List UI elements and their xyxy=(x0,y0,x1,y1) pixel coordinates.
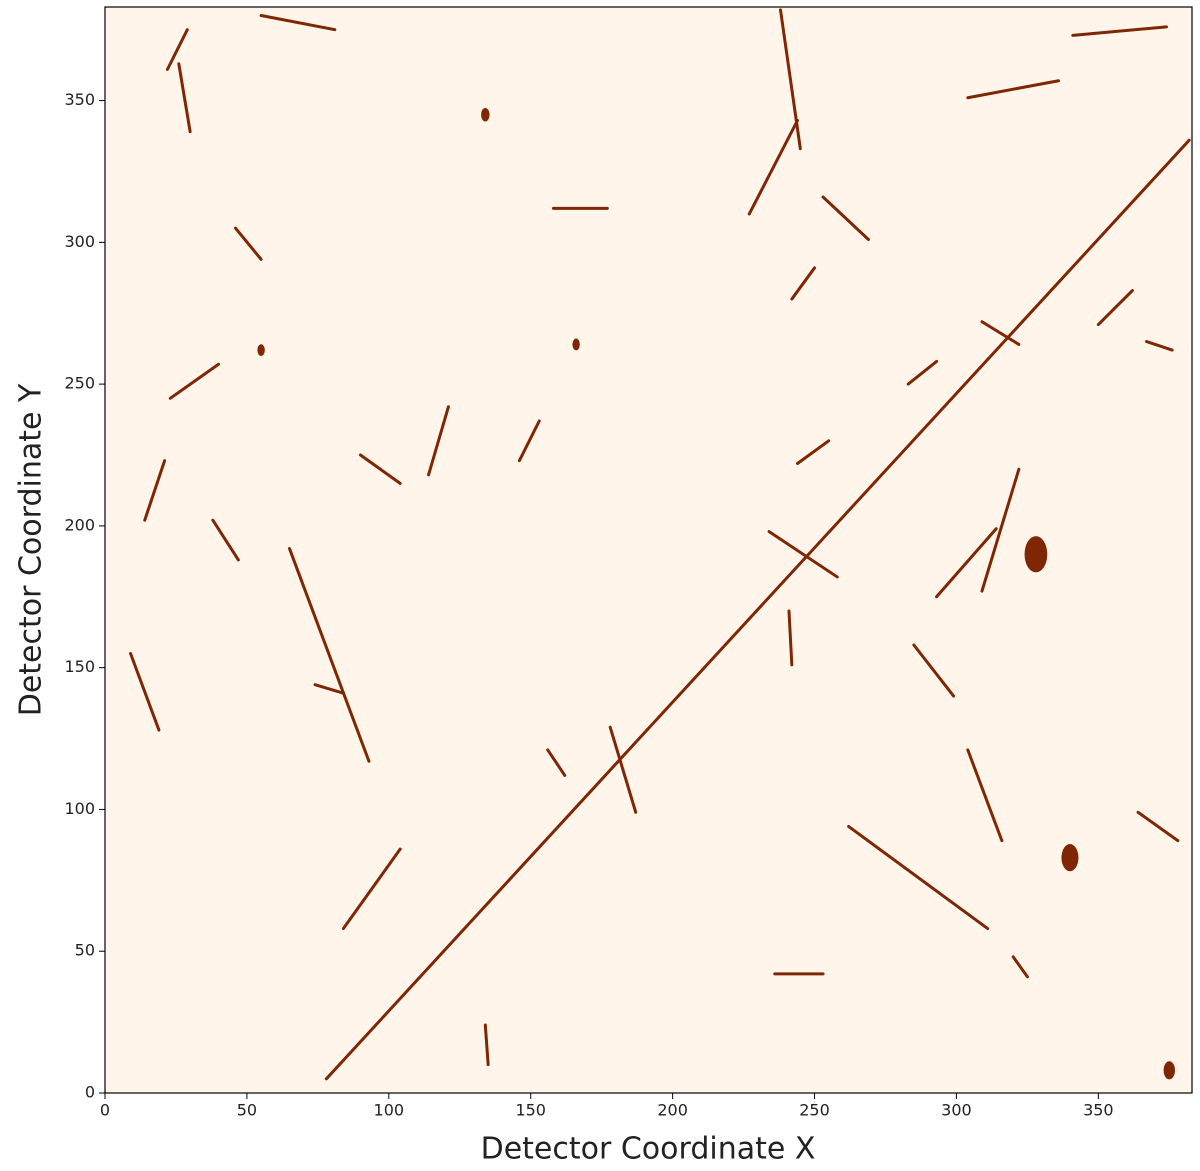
track xyxy=(129,651,161,732)
y-tick-label: 300 xyxy=(64,232,95,251)
track xyxy=(847,824,990,931)
x-tick-label: 200 xyxy=(657,1101,688,1120)
x-tick-label: 150 xyxy=(515,1101,546,1120)
track xyxy=(1145,340,1174,352)
track xyxy=(287,547,371,763)
track xyxy=(234,226,263,261)
track xyxy=(1136,810,1180,843)
y-tick-label: 0 xyxy=(85,1083,95,1102)
track xyxy=(313,683,345,695)
plot-background xyxy=(105,7,1192,1093)
track xyxy=(1096,289,1134,327)
blob xyxy=(1163,1061,1175,1080)
track xyxy=(778,8,802,151)
track xyxy=(341,847,402,931)
track xyxy=(935,527,998,599)
y-tick-label: 200 xyxy=(64,515,95,534)
track xyxy=(211,518,240,562)
track xyxy=(980,467,1021,593)
x-tick-label: 350 xyxy=(1083,1101,1114,1120)
blob xyxy=(481,107,490,122)
track xyxy=(427,405,450,477)
track xyxy=(787,609,794,667)
track xyxy=(483,1023,490,1067)
track xyxy=(358,453,402,485)
track xyxy=(608,725,638,814)
track xyxy=(165,28,189,71)
x-tick-label: 300 xyxy=(941,1101,972,1120)
x-tick-label: 50 xyxy=(237,1101,257,1120)
track xyxy=(168,362,221,400)
x-tick-label: 250 xyxy=(799,1101,830,1120)
track xyxy=(546,748,567,777)
y-tick-label: 350 xyxy=(64,90,95,109)
track xyxy=(966,79,1061,100)
track xyxy=(767,530,839,579)
track xyxy=(259,14,337,32)
y-axis-label: Detector Coordinate Y xyxy=(14,383,49,716)
x-tick-label: 0 xyxy=(100,1101,110,1120)
track xyxy=(912,643,956,698)
x-axis-label: Detector Coordinate X xyxy=(481,1132,816,1167)
blob xyxy=(257,344,265,356)
track xyxy=(1011,955,1029,979)
track xyxy=(1071,25,1168,37)
track xyxy=(821,195,870,242)
track xyxy=(796,439,831,466)
track xyxy=(966,748,1004,843)
plot-frame xyxy=(104,6,1193,1094)
track xyxy=(906,359,939,386)
track xyxy=(790,266,817,301)
y-tick-label: 50 xyxy=(75,941,95,960)
track xyxy=(980,320,1021,346)
track xyxy=(177,62,192,134)
blob xyxy=(1061,844,1079,872)
track xyxy=(143,459,167,522)
x-tick-label: 100 xyxy=(374,1101,405,1120)
track xyxy=(747,118,800,216)
y-tick-label: 100 xyxy=(64,799,95,818)
track xyxy=(517,419,541,463)
blob xyxy=(572,338,580,351)
y-tick-label: 250 xyxy=(64,374,95,393)
y-tick-label: 150 xyxy=(64,657,95,676)
track xyxy=(324,138,1191,1081)
blob xyxy=(1024,536,1048,573)
